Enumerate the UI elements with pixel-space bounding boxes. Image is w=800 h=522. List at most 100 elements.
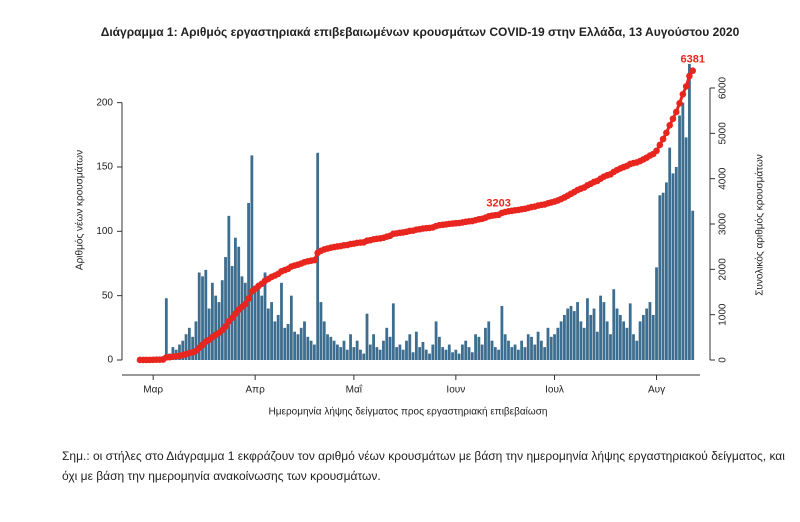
bar [336, 344, 339, 360]
bar [668, 147, 672, 360]
bar [467, 347, 471, 360]
bar [582, 327, 586, 360]
bar [563, 314, 566, 360]
y2-axis-label: Συνολικός αριθμός κρουσμάτων [754, 154, 766, 296]
point [656, 141, 664, 149]
bar [260, 295, 264, 360]
bar [181, 340, 185, 360]
bar [688, 64, 691, 361]
y2-tick-label: 5000 [718, 122, 729, 145]
bar [441, 347, 445, 360]
bar [569, 305, 573, 360]
bar [641, 314, 645, 360]
y2-tick-label: 0 [718, 357, 729, 363]
bar [671, 173, 675, 360]
bar [306, 336, 310, 360]
note: Σημ.: οι στήλες στο Διάγραμμα 1 εκφράζου… [62, 449, 785, 483]
x-tick-label: Ιουν [446, 385, 465, 396]
x-tick-label: Αυγ [648, 385, 665, 396]
bar [444, 349, 448, 360]
bar [266, 308, 270, 360]
bar [286, 323, 290, 360]
bar [461, 344, 464, 360]
bar [293, 331, 297, 360]
bar [674, 166, 678, 360]
bar [270, 302, 273, 360]
bar [480, 344, 484, 360]
bar [378, 349, 382, 360]
bar [411, 352, 415, 360]
x-tick-label: Ιουλ [545, 385, 564, 396]
bar [303, 321, 306, 360]
bar [362, 353, 366, 360]
bar [513, 344, 517, 360]
bar [421, 341, 425, 360]
bar [210, 282, 214, 360]
y-tick-label: 150 [96, 162, 113, 173]
bar [388, 336, 392, 360]
bar [345, 349, 349, 360]
bar [253, 289, 257, 360]
bar [234, 237, 237, 360]
bar [520, 340, 524, 360]
point [222, 323, 229, 330]
bar [493, 347, 497, 360]
bar [609, 334, 612, 360]
bar [530, 336, 533, 360]
bar [184, 334, 188, 360]
bar [322, 321, 326, 360]
bar [289, 295, 293, 360]
bar [454, 349, 458, 360]
bar [533, 344, 537, 360]
bar [372, 334, 375, 360]
bar [678, 115, 681, 360]
bar [414, 331, 418, 360]
bar [516, 349, 520, 360]
bar [595, 331, 599, 360]
bar [283, 327, 287, 360]
y-tick-label: 0 [107, 355, 113, 366]
bar [572, 311, 576, 360]
bar [214, 295, 218, 360]
bar [681, 102, 685, 361]
bar [474, 334, 477, 360]
bar [451, 352, 454, 360]
bar [273, 321, 277, 360]
chart: Διάγραμμα 1: Αριθμός εργαστηριακά επιβεβ… [74, 25, 766, 418]
y2-tick-label: 3000 [718, 212, 729, 235]
bar [628, 303, 632, 360]
x-axis-label: Ημερομηνία λήψης δείγματος προς εργαστηρ… [269, 406, 548, 418]
bar [507, 340, 510, 360]
bar [615, 308, 619, 360]
bar [566, 308, 570, 360]
bar [658, 195, 662, 360]
bar [296, 334, 300, 360]
point [241, 300, 249, 308]
bar [359, 349, 362, 360]
bar [470, 352, 474, 360]
bar [237, 246, 241, 360]
bar [207, 308, 211, 360]
bar [428, 353, 431, 360]
y2-tick-label: 1000 [718, 303, 729, 326]
bar [408, 334, 412, 360]
bar [497, 349, 501, 360]
bar [549, 336, 553, 360]
bar [201, 276, 204, 360]
bar [424, 349, 428, 360]
bar [526, 334, 530, 360]
bar [665, 182, 668, 360]
bar [250, 155, 254, 360]
bar [382, 340, 385, 360]
bar [539, 340, 543, 360]
point [659, 135, 667, 143]
bar [418, 347, 422, 360]
bar [243, 282, 247, 360]
bar [240, 276, 244, 360]
bar [510, 347, 514, 360]
bar [247, 202, 250, 360]
bar [312, 344, 316, 360]
bar [224, 257, 227, 360]
bar [368, 344, 372, 360]
bar [365, 313, 369, 360]
